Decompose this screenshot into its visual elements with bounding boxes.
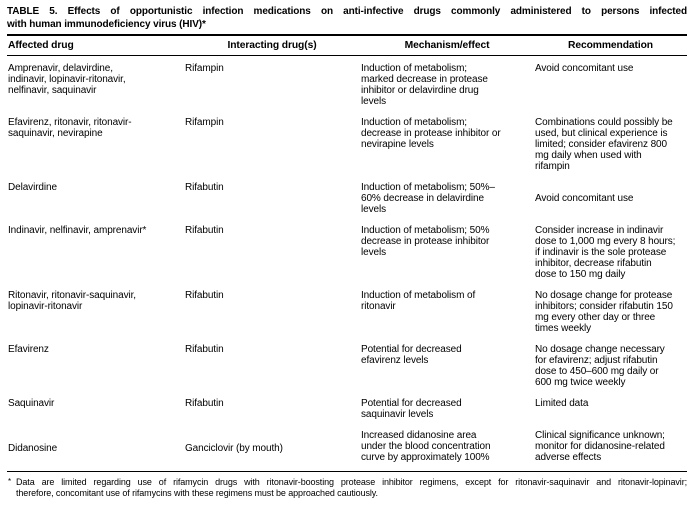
recommendation-cell: Avoid concomitant use <box>535 63 634 74</box>
footnote-line-2: therefore, concomitant use of rifamycins… <box>16 488 378 498</box>
interacting-drug-cell: Rifabutin <box>185 290 224 301</box>
affected-drug-cell: Didanosine <box>8 443 58 454</box>
table-row: Ritonavir, ritonavir-saquinavir, lopinav… <box>7 290 687 334</box>
table-row: Efavirenz, ritonavir, ritonavir- saquina… <box>7 117 687 172</box>
recommendation-cell: No dosage change for protease inhibitors… <box>535 290 673 334</box>
mechanism-cell: Induction of metabolism; decrease in pro… <box>361 117 501 150</box>
mechanism-cell: Potential for decreased efavirenz levels <box>361 344 462 366</box>
table-title: TABLE 5. Effects of opportunistic infect… <box>7 5 687 31</box>
table-row: Saquinavir Rifabutin Potential for decre… <box>7 398 687 420</box>
recommendation-cell: Avoid concomitant use <box>535 193 634 204</box>
table-row: Didanosine Ganciclovir (by mouth) Increa… <box>7 430 687 463</box>
column-header-interacting-drugs: Interacting drug(s) <box>227 40 317 51</box>
recommendation-cell: No dosage change necessary for efavirenz… <box>535 344 665 388</box>
affected-drug-cell: Delavirdine <box>8 182 57 193</box>
interacting-drug-cell: Rifabutin <box>185 182 224 193</box>
interacting-drug-cell: Rifabutin <box>185 398 224 409</box>
column-header-affected-drug: Affected drug <box>8 40 74 51</box>
affected-drug-cell: Efavirenz, ritonavir, ritonavir- saquina… <box>8 117 132 139</box>
recommendation-cell: Limited data <box>535 398 589 409</box>
affected-drug-cell: Amprenavir, delavirdine, indinavir, lopi… <box>8 63 126 96</box>
mechanism-cell: Potential for decreased saquinavir level… <box>361 398 462 420</box>
affected-drug-cell: Efavirenz <box>8 344 49 355</box>
footnote: * Data are limited regarding use of rifa… <box>7 471 687 499</box>
affected-drug-cell: Indinavir, nelfinavir, amprenavir* <box>8 225 147 236</box>
interacting-drug-cell: Ganciclovir (by mouth) <box>185 443 283 454</box>
table-row: Indinavir, nelfinavir, amprenavir* Rifab… <box>7 225 687 280</box>
column-header-recommendation: Recommendation <box>568 40 653 51</box>
column-header-mechanism-effect: Mechanism/effect <box>404 40 490 51</box>
table-body: Amprenavir, delavirdine, indinavir, lopi… <box>7 56 687 463</box>
interacting-drug-cell: Rifabutin <box>185 225 224 236</box>
footnote-line-1: Data are limited regarding use of rifamy… <box>16 477 687 487</box>
mechanism-cell: Induction of metabolism; 50%– 60% decrea… <box>361 182 495 215</box>
affected-drug-cell: Ritonavir, ritonavir-saquinavir, lopinav… <box>8 290 136 312</box>
interacting-drug-cell: Rifampin <box>185 63 224 74</box>
recommendation-cell: Consider increase in indinavir dose to 1… <box>535 225 676 280</box>
footnote-marker: * <box>8 477 12 486</box>
table-row: Delavirdine Rifabutin Induction of metab… <box>7 182 687 215</box>
mechanism-cell: Induction of metabolism; 50% decrease in… <box>361 225 490 258</box>
mechanism-cell: Induction of metabolism of ritonavir <box>361 290 476 312</box>
column-header-row: Affected drug Interacting drug(s) Mechan… <box>7 34 687 56</box>
table-title-line-2: with human immunodeficiency virus (HIV)* <box>7 19 206 30</box>
table-title-line-1: TABLE 5. Effects of opportunistic infect… <box>7 6 687 17</box>
mechanism-cell: Induction of metabolism; marked decrease… <box>361 63 488 107</box>
affected-drug-cell: Saquinavir <box>8 398 55 409</box>
mechanism-cell: Increased didanosine area under the bloo… <box>361 430 491 463</box>
table-row: Amprenavir, delavirdine, indinavir, lopi… <box>7 63 687 107</box>
table-row: Efavirenz Rifabutin Potential for decrea… <box>7 344 687 388</box>
interacting-drug-cell: Rifampin <box>185 117 224 128</box>
interacting-drug-cell: Rifabutin <box>185 344 224 355</box>
recommendation-cell: Clinical significance unknown; monitor f… <box>535 430 665 463</box>
recommendation-cell: Combinations could possibly be used, but… <box>535 117 673 172</box>
